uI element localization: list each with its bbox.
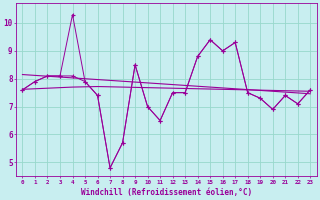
X-axis label: Windchill (Refroidissement éolien,°C): Windchill (Refroidissement éolien,°C) (81, 188, 252, 197)
